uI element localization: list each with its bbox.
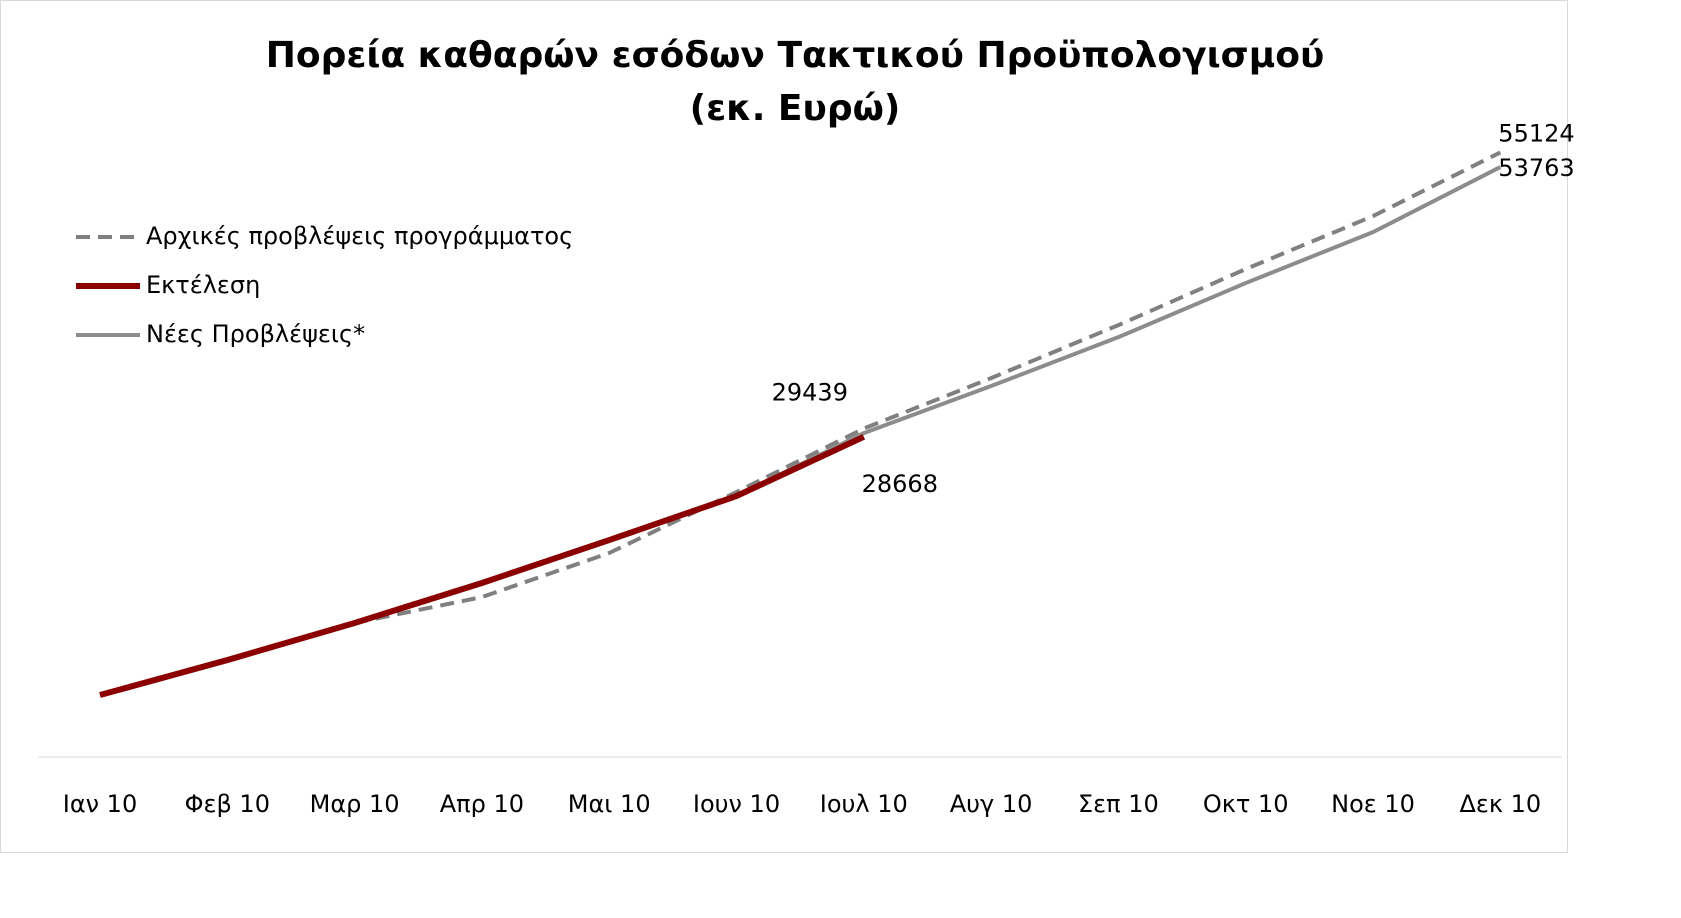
x-tick-label: Φεβ 10 — [185, 790, 270, 818]
x-tick-label: Απρ 10 — [440, 790, 524, 818]
data-label: 29439 — [772, 379, 848, 407]
x-tick-label: Ιουλ 10 — [820, 790, 908, 818]
x-tick-label: Οκτ 10 — [1203, 790, 1289, 818]
chart-frame — [0, 0, 1568, 853]
x-tick-label: Νοε 10 — [1331, 790, 1415, 818]
legend-label: Νέες Προβλέψεις* — [146, 320, 365, 348]
x-tick-label: Ιουν 10 — [693, 790, 780, 818]
legend-label: Αρχικές προβλέψεις προγράμματος — [146, 222, 573, 250]
data-label: 53763 — [1498, 154, 1574, 182]
x-tick-label: Ιαν 10 — [63, 790, 137, 818]
legend-label: Εκτέλεση — [146, 271, 260, 299]
x-tick-label: Μαι 10 — [568, 790, 651, 818]
data-label: 55124 — [1498, 119, 1574, 147]
x-tick-label: Σεπ 10 — [1078, 790, 1159, 818]
x-tick-label: Μαρ 10 — [310, 790, 400, 818]
x-tick-label: Δεκ 10 — [1459, 790, 1541, 818]
chart-title: Πορεία καθαρών εσόδων Τακτικού Προϋπολογ… — [266, 35, 1325, 76]
data-label: 28668 — [862, 470, 938, 498]
chart-subtitle: (εκ. Ευρώ) — [690, 88, 901, 129]
x-tick-label: Αυγ 10 — [950, 790, 1033, 818]
series-line — [99, 434, 866, 698]
